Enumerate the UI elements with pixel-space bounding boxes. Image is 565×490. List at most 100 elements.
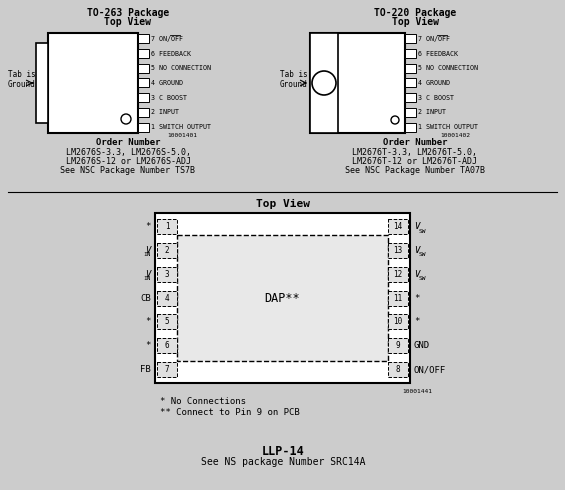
Bar (138, 108, 149, 117)
Bar (310, 33, 338, 133)
Bar (138, 93, 149, 102)
Bar (388, 243, 408, 258)
Text: LM2676T-12 or LM2676T-ADJ: LM2676T-12 or LM2676T-ADJ (353, 157, 477, 166)
Text: 7 ON/OFF: 7 ON/OFF (151, 36, 183, 42)
Bar (157, 267, 177, 282)
Text: TO-220 Package: TO-220 Package (374, 8, 456, 18)
Text: Top View: Top View (105, 17, 151, 27)
Text: See NSC Package Number TS7B: See NSC Package Number TS7B (60, 166, 195, 175)
Text: Ground: Ground (280, 80, 308, 89)
Text: 3 C BOOST: 3 C BOOST (151, 95, 187, 100)
Bar (138, 34, 149, 44)
Bar (138, 122, 149, 131)
Text: Tab is: Tab is (8, 70, 36, 79)
Text: 8: 8 (396, 365, 401, 374)
Text: 6: 6 (164, 341, 170, 350)
Text: LM2676T-3.3, LM2676T-5.0,: LM2676T-3.3, LM2676T-5.0, (353, 148, 477, 157)
Bar (388, 291, 408, 305)
Bar (310, 33, 405, 133)
Text: V: V (414, 270, 419, 279)
Bar (157, 314, 177, 329)
Bar (405, 49, 416, 58)
Text: SW: SW (419, 228, 427, 234)
Text: CB: CB (140, 294, 151, 302)
Text: *: * (414, 294, 419, 302)
Text: 10001402: 10001402 (440, 133, 470, 138)
Bar (157, 338, 177, 353)
Bar (388, 338, 408, 353)
Text: 4 GROUND: 4 GROUND (418, 80, 450, 86)
Text: 10001401: 10001401 (167, 133, 197, 138)
Text: *: * (146, 341, 151, 350)
Bar (138, 64, 149, 73)
Bar (48, 33, 138, 133)
Bar (36, 43, 48, 123)
Text: 12: 12 (393, 270, 403, 279)
Bar (138, 49, 149, 58)
Text: Order Number: Order Number (95, 138, 160, 147)
Text: Order Number: Order Number (383, 138, 447, 147)
Text: 4 GROUND: 4 GROUND (151, 80, 183, 86)
Bar (405, 78, 416, 88)
Text: 2 INPUT: 2 INPUT (418, 109, 446, 115)
Text: DAP**: DAP** (264, 292, 301, 304)
Text: LM2676S-12 or LM2676S-ADJ: LM2676S-12 or LM2676S-ADJ (66, 157, 190, 166)
Bar (155, 213, 410, 383)
Bar (157, 219, 177, 234)
Text: 14: 14 (393, 222, 403, 231)
Bar (405, 64, 416, 73)
Text: 4: 4 (164, 294, 170, 302)
Text: TO-263 Package: TO-263 Package (87, 8, 169, 18)
Text: *: * (414, 318, 419, 326)
Bar (405, 122, 416, 131)
Text: IN: IN (144, 276, 151, 281)
Text: LM2676S-3.3, LM2676S-5.0,: LM2676S-3.3, LM2676S-5.0, (66, 148, 190, 157)
Text: IN: IN (144, 252, 151, 257)
Text: ** Connect to Pin 9 on PCB: ** Connect to Pin 9 on PCB (160, 408, 300, 417)
Bar (388, 314, 408, 329)
Circle shape (391, 116, 399, 124)
Bar (405, 34, 416, 44)
Bar (405, 93, 416, 102)
Text: *: * (146, 222, 151, 231)
Text: V: V (146, 246, 151, 255)
Text: 5 NO CONNECTION: 5 NO CONNECTION (151, 65, 211, 72)
Text: See NSC Package Number TA07B: See NSC Package Number TA07B (345, 166, 485, 175)
Text: 5 NO CONNECTION: 5 NO CONNECTION (418, 65, 478, 72)
Bar (157, 291, 177, 305)
Bar (388, 362, 408, 377)
Text: GND: GND (414, 341, 430, 350)
Text: SW: SW (419, 252, 427, 257)
Text: 11: 11 (393, 294, 403, 302)
Text: V: V (414, 246, 419, 255)
Bar (138, 78, 149, 88)
Text: 2 INPUT: 2 INPUT (151, 109, 179, 115)
Text: 2: 2 (164, 246, 170, 255)
Text: Tab is: Tab is (280, 70, 308, 79)
Text: See NS package Number SRC14A: See NS package Number SRC14A (201, 457, 365, 467)
Text: 6 FEEDBACK: 6 FEEDBACK (151, 50, 191, 57)
Bar (405, 108, 416, 117)
Text: V: V (146, 270, 151, 279)
Text: 1 SWITCH OUTPUT: 1 SWITCH OUTPUT (151, 124, 211, 130)
Bar (157, 362, 177, 377)
Bar (388, 219, 408, 234)
Circle shape (121, 114, 131, 124)
Bar (157, 243, 177, 258)
Text: 10: 10 (393, 318, 403, 326)
Text: 7 ON/OFF: 7 ON/OFF (418, 36, 450, 42)
Bar (388, 267, 408, 282)
Text: Top View: Top View (256, 199, 310, 209)
Text: 3: 3 (164, 270, 170, 279)
Text: 5: 5 (164, 318, 170, 326)
Text: FB: FB (140, 365, 151, 374)
Text: *: * (146, 318, 151, 326)
Text: 9: 9 (396, 341, 401, 350)
Text: Ground: Ground (8, 80, 36, 89)
Circle shape (312, 71, 336, 95)
Text: 10001441: 10001441 (402, 389, 432, 394)
Text: LLP-14: LLP-14 (262, 445, 305, 458)
Text: 7: 7 (164, 365, 170, 374)
Text: 3 C BOOST: 3 C BOOST (418, 95, 454, 100)
Text: 13: 13 (393, 246, 403, 255)
